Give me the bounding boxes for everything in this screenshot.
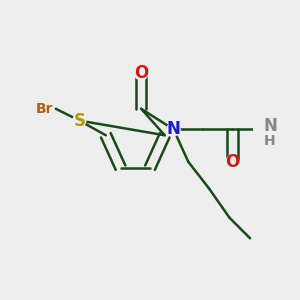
- Text: N: N: [167, 120, 181, 138]
- Text: O: O: [134, 64, 148, 82]
- Circle shape: [254, 121, 270, 138]
- Text: Br: Br: [35, 102, 53, 116]
- Circle shape: [226, 155, 239, 168]
- Text: O: O: [225, 153, 240, 171]
- Text: H: H: [263, 134, 275, 148]
- Circle shape: [167, 123, 180, 136]
- Circle shape: [135, 67, 148, 80]
- Text: S: S: [73, 112, 85, 130]
- Text: N: N: [263, 117, 277, 135]
- Circle shape: [73, 114, 86, 127]
